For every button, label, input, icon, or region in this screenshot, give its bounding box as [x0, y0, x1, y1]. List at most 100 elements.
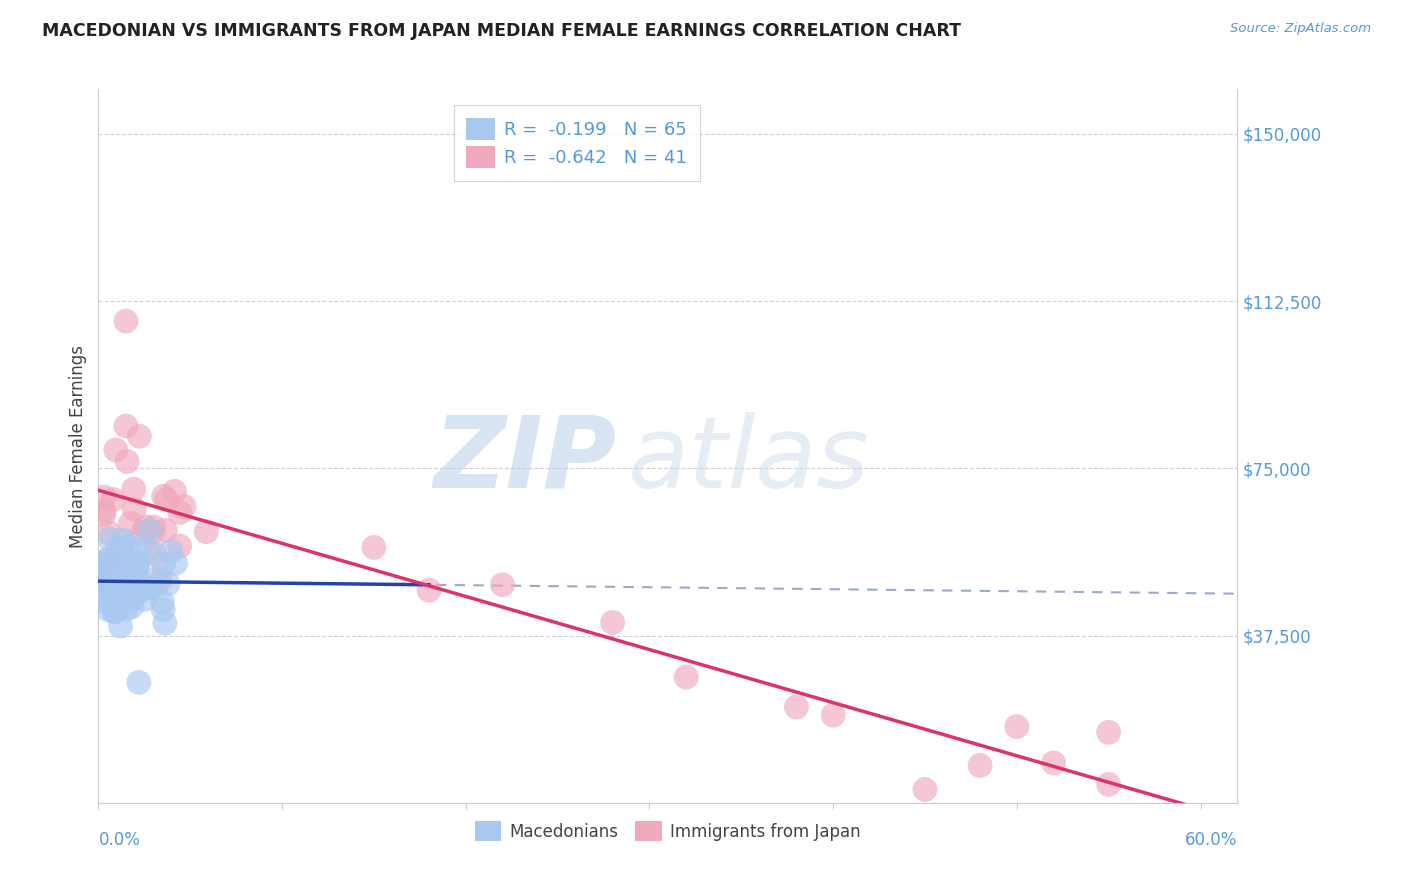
- Point: [1005, 720, 1028, 734]
- Point: [152, 489, 174, 503]
- Point: [114, 559, 136, 574]
- Point: [110, 575, 132, 590]
- Point: [112, 533, 135, 547]
- Point: [134, 592, 156, 607]
- Point: [104, 604, 127, 618]
- Point: [105, 591, 128, 606]
- Point: [97, 603, 120, 617]
- Point: [121, 592, 143, 607]
- Point: [100, 582, 122, 596]
- Point: [128, 574, 150, 588]
- Point: [138, 581, 160, 595]
- Point: [128, 541, 150, 555]
- Point: [148, 570, 170, 584]
- Point: [96, 552, 118, 566]
- Text: Source: ZipAtlas.com: Source: ZipAtlas.com: [1230, 22, 1371, 36]
- Point: [169, 539, 191, 553]
- Point: [675, 670, 697, 684]
- Point: [98, 532, 121, 546]
- Point: [115, 454, 138, 468]
- Point: [118, 583, 141, 598]
- Point: [112, 566, 135, 581]
- Point: [97, 585, 120, 599]
- Point: [124, 570, 146, 584]
- Point: [491, 578, 513, 592]
- Point: [101, 563, 124, 577]
- Point: [169, 506, 191, 520]
- Point: [124, 584, 146, 599]
- Point: [115, 583, 138, 598]
- Point: [1098, 725, 1121, 739]
- Point: [112, 573, 135, 587]
- Text: atlas: atlas: [628, 412, 870, 508]
- Point: [156, 492, 179, 507]
- Point: [823, 708, 845, 723]
- Point: [132, 525, 155, 540]
- Point: [111, 567, 134, 582]
- Point: [115, 540, 138, 554]
- Point: [91, 558, 114, 572]
- Point: [125, 562, 148, 576]
- Point: [195, 524, 218, 539]
- Point: [122, 502, 145, 516]
- Point: [105, 586, 128, 600]
- Point: [115, 602, 138, 616]
- Point: [111, 541, 134, 555]
- Point: [173, 500, 195, 514]
- Point: [105, 558, 128, 573]
- Point: [1042, 756, 1064, 770]
- Point: [117, 587, 139, 601]
- Point: [153, 616, 176, 631]
- Point: [121, 563, 143, 577]
- Text: MACEDONIAN VS IMMIGRANTS FROM JAPAN MEDIAN FEMALE EARNINGS CORRELATION CHART: MACEDONIAN VS IMMIGRANTS FROM JAPAN MEDI…: [42, 22, 962, 40]
- Point: [128, 429, 150, 443]
- Point: [141, 581, 163, 595]
- Point: [91, 560, 114, 574]
- Point: [152, 557, 174, 571]
- Point: [785, 700, 807, 714]
- Point: [120, 516, 142, 531]
- Point: [363, 541, 385, 555]
- Point: [110, 619, 132, 633]
- Legend: Macedonians, Immigrants from Japan: Macedonians, Immigrants from Japan: [468, 814, 868, 848]
- Point: [150, 595, 173, 609]
- Point: [100, 596, 122, 610]
- Point: [108, 585, 131, 599]
- Point: [135, 520, 157, 534]
- Point: [89, 564, 111, 578]
- Point: [104, 442, 127, 457]
- Text: 60.0%: 60.0%: [1185, 831, 1237, 849]
- Point: [142, 525, 165, 540]
- Point: [93, 508, 115, 522]
- Point: [157, 576, 180, 591]
- Point: [165, 556, 187, 570]
- Point: [98, 572, 121, 586]
- Point: [93, 555, 115, 569]
- Point: [163, 484, 186, 499]
- Point: [602, 615, 624, 630]
- Point: [127, 586, 149, 600]
- Point: [1098, 777, 1121, 791]
- Point: [418, 583, 440, 598]
- Point: [93, 490, 115, 504]
- Point: [914, 782, 936, 797]
- Point: [159, 544, 181, 558]
- Point: [152, 602, 174, 616]
- Point: [118, 566, 141, 581]
- Point: [128, 675, 150, 690]
- Point: [93, 578, 115, 592]
- Point: [115, 314, 138, 328]
- Text: ZIP: ZIP: [433, 412, 617, 508]
- Point: [98, 575, 121, 590]
- Point: [122, 482, 145, 496]
- Point: [107, 543, 129, 558]
- Point: [107, 556, 129, 570]
- Point: [138, 524, 160, 538]
- Point: [93, 503, 115, 517]
- Point: [142, 520, 165, 534]
- Point: [155, 524, 177, 538]
- Point: [969, 758, 991, 772]
- Text: 0.0%: 0.0%: [98, 831, 141, 849]
- Point: [103, 605, 125, 619]
- Point: [115, 419, 138, 434]
